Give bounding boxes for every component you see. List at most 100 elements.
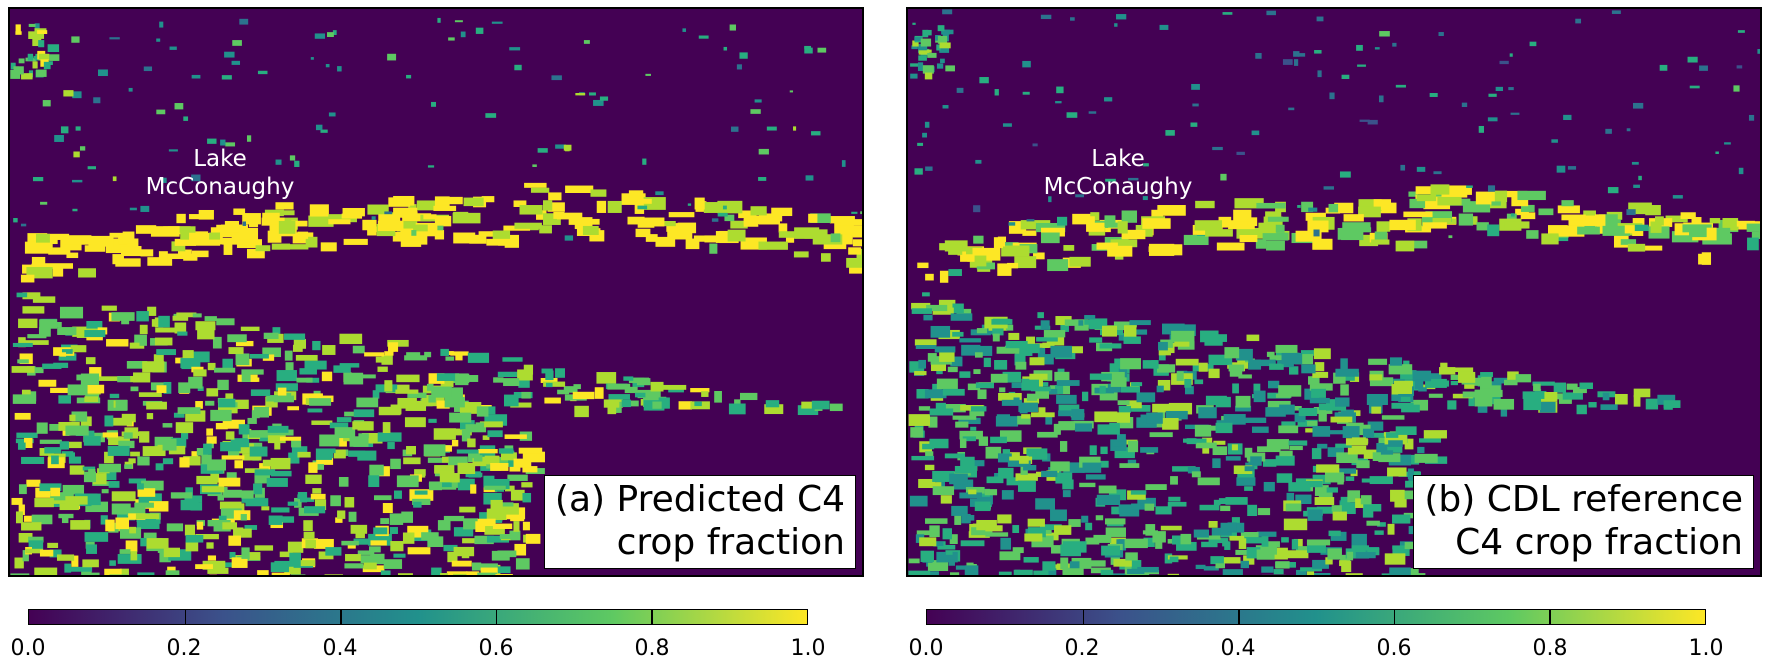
crop-pixel (1356, 552, 1376, 558)
crop-pixel (136, 514, 159, 519)
crop-pixel (1557, 166, 1566, 173)
crop-pixel (919, 406, 930, 410)
crop-pixel (109, 37, 119, 39)
crop-pixel (139, 431, 149, 442)
crop-pixel (1131, 490, 1146, 494)
colorbar-tick-mark (1549, 610, 1551, 624)
crop-pixel (271, 562, 289, 572)
crop-pixel (1081, 516, 1088, 523)
crop-pixel (1067, 112, 1078, 118)
crop-pixel (1381, 450, 1393, 454)
crop-pixel (1387, 467, 1407, 476)
crop-pixel (1019, 344, 1039, 353)
crop-pixel (242, 372, 251, 382)
crop-pixel (551, 75, 561, 80)
crop-pixel (1060, 544, 1081, 556)
crop-pixel (1084, 320, 1095, 325)
crop-pixel (804, 48, 812, 54)
crop-pixel (1062, 569, 1078, 575)
crop-pixel (163, 423, 173, 427)
crop-pixel (1192, 104, 1198, 107)
crop-pixel (316, 125, 322, 130)
crop-pixel (1530, 42, 1537, 46)
crop-pixel (121, 314, 129, 325)
crop-pixel (1129, 320, 1150, 325)
crop-pixel (457, 463, 475, 474)
crop-pixel (1015, 362, 1026, 370)
crop-pixel (437, 18, 440, 23)
crop-pixel (493, 377, 503, 382)
crop-pixel (155, 328, 177, 333)
crop-pixel (1311, 389, 1326, 398)
crop-pixel (327, 32, 334, 37)
crop-pixel (1491, 201, 1500, 205)
crop-pixel (766, 400, 779, 407)
crop-pixel (356, 398, 378, 408)
crop-pixel (209, 233, 220, 240)
crop-pixel (737, 64, 742, 69)
crop-pixel (952, 332, 963, 337)
crop-pixel (1003, 123, 1012, 126)
crop-pixel (966, 515, 974, 521)
crop-pixel (779, 231, 795, 238)
crop-pixel (371, 540, 387, 545)
crop-pixel (144, 66, 152, 71)
crop-pixel (1100, 386, 1106, 394)
crop-pixel (1170, 557, 1179, 563)
crop-pixel (193, 369, 206, 376)
crop-pixel (1401, 397, 1411, 402)
crop-pixel (243, 221, 246, 225)
crop-pixel (860, 211, 862, 214)
crop-pixel (704, 235, 718, 242)
crop-pixel (1633, 185, 1640, 188)
crop-pixel (531, 188, 549, 193)
crop-pixel (1220, 174, 1226, 181)
crop-pixel (328, 219, 350, 224)
crop-pixel (369, 465, 383, 476)
crop-pixel (979, 77, 988, 83)
crop-pixel (305, 540, 316, 548)
crop-pixel (285, 351, 293, 361)
colorbar-tick-label: 0.6 (479, 636, 514, 661)
crop-pixel (207, 436, 217, 443)
crop-pixel (99, 464, 121, 473)
crop-pixel (910, 74, 917, 79)
crop-pixel (965, 565, 979, 575)
crop-pixel (18, 319, 37, 328)
crop-pixel (997, 514, 1011, 523)
crop-pixel (1390, 357, 1402, 365)
crop-pixel (178, 382, 190, 393)
crop-pixel (339, 477, 349, 487)
crop-pixel (47, 543, 58, 548)
crop-pixel (949, 559, 955, 565)
crop-pixel (1634, 395, 1641, 407)
crop-pixel (1224, 541, 1230, 550)
crop-pixel (440, 471, 455, 482)
crop-pixel (1377, 221, 1391, 231)
crop-pixel (156, 349, 176, 355)
crop-pixel (269, 516, 283, 525)
crop-pixel (232, 40, 242, 46)
crop-pixel (369, 546, 381, 552)
crop-pixel (81, 374, 99, 385)
crop-pixel (116, 400, 128, 411)
crop-pixel (1342, 75, 1350, 79)
crop-pixel (19, 484, 27, 494)
crop-pixel (197, 329, 214, 340)
crop-pixel (838, 225, 862, 233)
crop-pixel (397, 398, 417, 409)
crop-pixel (1375, 530, 1384, 534)
crop-pixel (1342, 222, 1370, 231)
crop-pixel (84, 436, 101, 446)
crop-pixel (232, 61, 240, 65)
crop-pixel (590, 189, 606, 196)
crop-pixel (80, 146, 85, 150)
crop-pixel (1313, 426, 1331, 437)
crop-pixel (918, 62, 923, 71)
crop-pixel (1437, 197, 1461, 205)
crop-pixel (1284, 519, 1307, 531)
crop-pixel (519, 448, 542, 454)
crop-pixel (925, 518, 947, 524)
crop-pixel (1195, 201, 1215, 208)
crop-pixel (1371, 239, 1389, 244)
